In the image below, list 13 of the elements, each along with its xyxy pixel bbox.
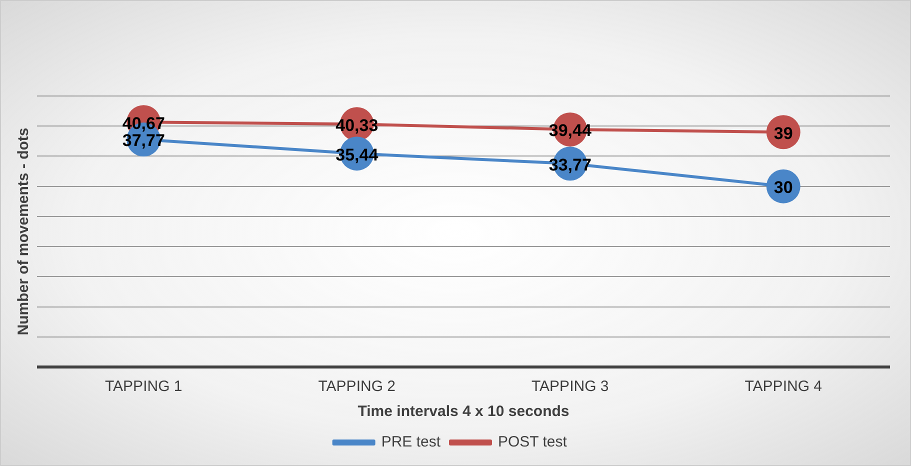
y-axis-title: Number of movements - dots <box>15 128 32 336</box>
x-tick-label: TAPPING 3 <box>532 378 609 396</box>
data-label: 39 <box>774 124 793 143</box>
x-tick-label: TAPPING 2 <box>318 378 396 396</box>
legend-label: PRE test <box>381 434 442 451</box>
data-label: 35,44 <box>336 145 379 164</box>
data-label: 39,44 <box>548 121 592 140</box>
x-axis-title: Time intervals 4 x 10 seconds <box>358 403 570 420</box>
data-label: 30 <box>774 178 793 198</box>
x-tick-label: TAPPING 1 <box>105 378 182 396</box>
data-label: 40,33 <box>336 116 378 135</box>
legend-label: POST test <box>498 434 568 451</box>
x-tick-label: TAPPING 4 <box>744 378 822 396</box>
